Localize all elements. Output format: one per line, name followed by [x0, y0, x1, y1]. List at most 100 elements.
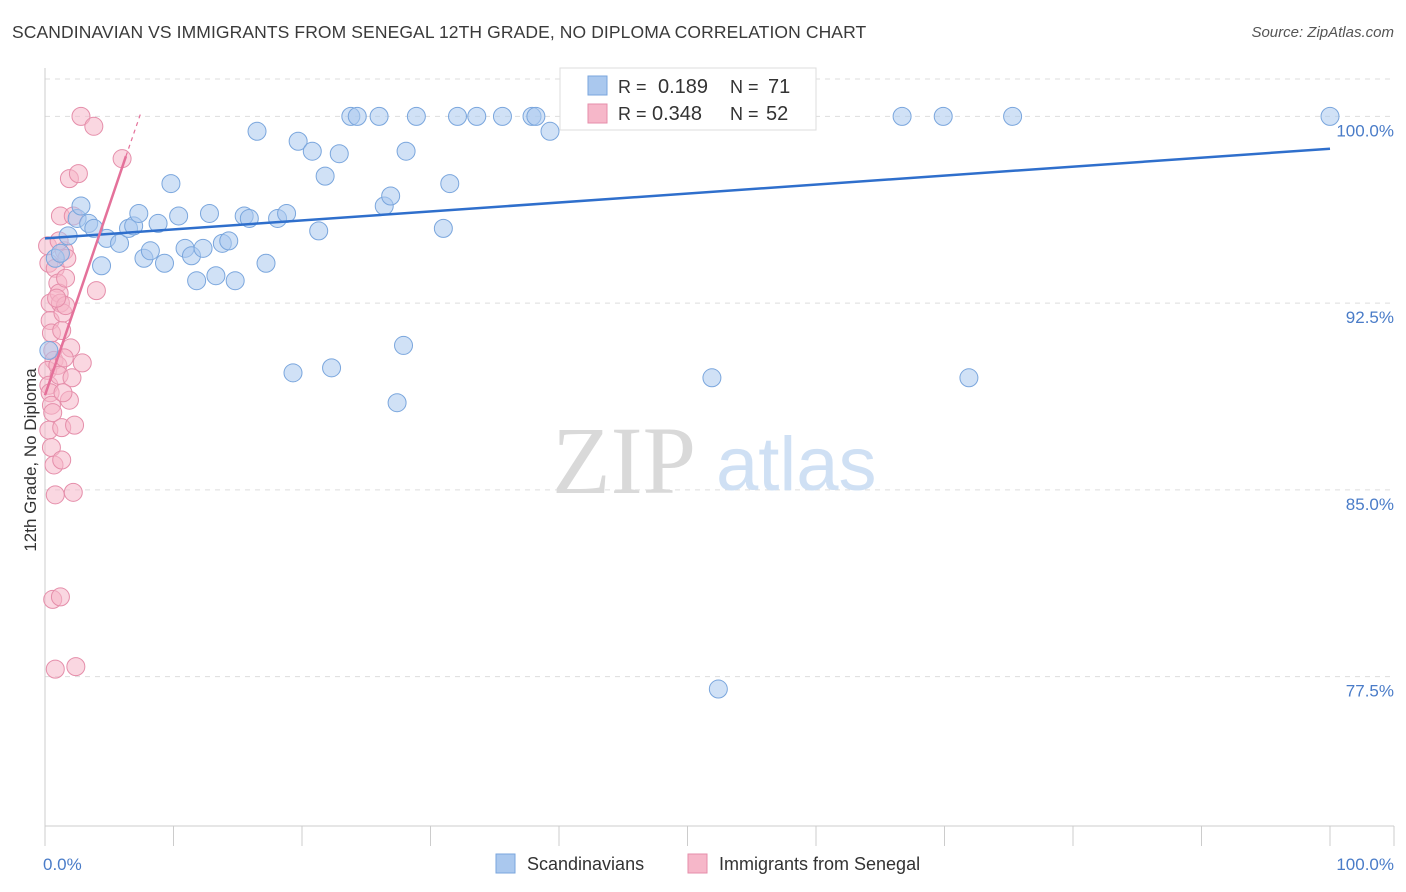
- scandinavians-point: [84, 218, 104, 238]
- scandinavians-point: [50, 243, 70, 263]
- senegal-point: [66, 657, 86, 677]
- scandinavians-point: [92, 256, 112, 276]
- legend-n-value-2: 52: [766, 103, 788, 125]
- legend-r-value-1: 0.189: [658, 76, 708, 98]
- series-legend-label-senegal: Immigrants from Senegal: [719, 854, 920, 874]
- scandinavians-point: [329, 144, 349, 164]
- senegal-point: [63, 482, 83, 502]
- scandinavians-point: [247, 121, 267, 141]
- scandinavians-point: [447, 106, 467, 126]
- scandinavians-point: [347, 106, 367, 126]
- senegal-point: [45, 659, 65, 679]
- legend-r-value-2: 0.348: [652, 103, 702, 125]
- y-tick-label: 100.0%: [1336, 121, 1394, 140]
- senegal-point: [68, 164, 88, 184]
- trendline-scandinavians: [44, 147, 1331, 240]
- scandinavians-point: [288, 131, 308, 151]
- legend-swatch-scandinavians: [587, 75, 608, 96]
- senegal-point: [45, 485, 65, 505]
- trendline-senegal-extension: [125, 111, 142, 157]
- watermark-atlas: atlas: [716, 422, 877, 507]
- scandinavians-point: [277, 203, 297, 223]
- scandinavians-point: [199, 203, 219, 223]
- scandinavians-point: [369, 106, 389, 126]
- scandinavians-point: [219, 231, 239, 251]
- scandinavians-point: [702, 368, 722, 388]
- axis-layer: 77.5% 85.0% 92.5% 100.0% 0.0% 100.0% 12th Grad…: [21, 68, 1395, 874]
- scandinavians-point: [315, 166, 335, 186]
- scandinavians-point: [283, 363, 303, 383]
- scandinavians-point: [161, 174, 181, 194]
- series-legend-swatch-scandinavians: [495, 853, 516, 874]
- senegal-point: [56, 268, 76, 288]
- y-tick-label: 92.5%: [1346, 308, 1394, 327]
- legend-n-label-1: N =: [730, 77, 759, 97]
- scandinavians-point: [225, 271, 245, 291]
- scandinavians-point: [155, 253, 175, 273]
- legend-n-label-2: N =: [730, 104, 759, 124]
- scandinavians-point: [406, 106, 426, 126]
- scandinavians-point: [933, 106, 953, 126]
- senegal-point: [52, 450, 72, 470]
- watermark: ZIP atlas: [552, 407, 877, 514]
- scandinavians-point: [959, 368, 979, 388]
- watermark-zip: ZIP: [552, 407, 696, 514]
- scandinavians-point: [302, 141, 322, 161]
- senegal-point: [53, 383, 73, 403]
- scandinavians-point: [193, 238, 213, 258]
- chart-title: SCANDINAVIAN VS IMMIGRANTS FROM SENEGAL …: [12, 22, 867, 42]
- scandinavians-point: [129, 203, 149, 223]
- scandinavians-point: [387, 393, 407, 413]
- y-axis-title: 12th Grade, No Diploma: [21, 368, 40, 552]
- legend-r-label-2: R =: [618, 104, 647, 124]
- scandinavians-point: [309, 221, 329, 241]
- senegal-point: [71, 106, 91, 126]
- scandinavians-point: [492, 106, 512, 126]
- senegal-point: [47, 288, 67, 308]
- scandinavians-point: [206, 266, 226, 286]
- scandinavians-point: [394, 335, 414, 355]
- scandinavians-point: [467, 106, 487, 126]
- series-legend-label-scandinavians: Scandinavians: [527, 854, 644, 874]
- senegal-point: [62, 368, 82, 388]
- scandinavians-point: [892, 106, 912, 126]
- scandinavians-point: [148, 213, 168, 233]
- scandinavians-point: [71, 196, 91, 216]
- scandinavians-point: [433, 218, 453, 238]
- scandinavians-point: [187, 271, 207, 291]
- scandinavians-point: [169, 206, 189, 226]
- senegal-point: [86, 281, 106, 301]
- scandinavians-point: [440, 174, 460, 194]
- x-tick-label-min: 0.0%: [43, 855, 82, 874]
- scandinavians-point: [140, 241, 160, 261]
- scandinavians-point: [708, 679, 728, 699]
- scandinavians-point: [381, 186, 401, 206]
- y-tick-label: 77.5%: [1346, 682, 1394, 701]
- senegal-point: [84, 116, 104, 136]
- senegal-point: [72, 353, 92, 373]
- correlation-legend: R = 0.189 N = 71 R = 0.348 N = 52: [559, 67, 817, 131]
- legend-n-value-1: 71: [768, 76, 790, 98]
- scandinavians-point: [396, 141, 416, 161]
- scandinavians-point: [1320, 106, 1340, 126]
- y-tick-label: 85.0%: [1346, 495, 1394, 514]
- series-legend: Scandinavians Immigrants from Senegal: [495, 853, 920, 874]
- scandinavians-point: [1003, 106, 1023, 126]
- chart-source: Source: ZipAtlas.com: [1251, 24, 1394, 41]
- scandinavians-point: [526, 106, 546, 126]
- series-senegal-points: [38, 106, 132, 679]
- scandinavians-point: [540, 121, 560, 141]
- trendline-senegal: [43, 155, 128, 396]
- scandinavians-point: [256, 253, 276, 273]
- scandinavians-point: [39, 340, 59, 360]
- series-scandinavians-points: [39, 106, 1340, 699]
- trendline-layer: [43, 111, 1331, 396]
- senegal-point: [50, 587, 70, 607]
- legend-swatch-senegal: [587, 103, 608, 124]
- legend-r-label-1: R =: [618, 77, 647, 97]
- x-tick-label-max: 100.0%: [1336, 855, 1394, 874]
- scandinavians-point: [322, 358, 342, 378]
- senegal-point: [65, 415, 85, 435]
- series-legend-swatch-senegal: [687, 853, 708, 874]
